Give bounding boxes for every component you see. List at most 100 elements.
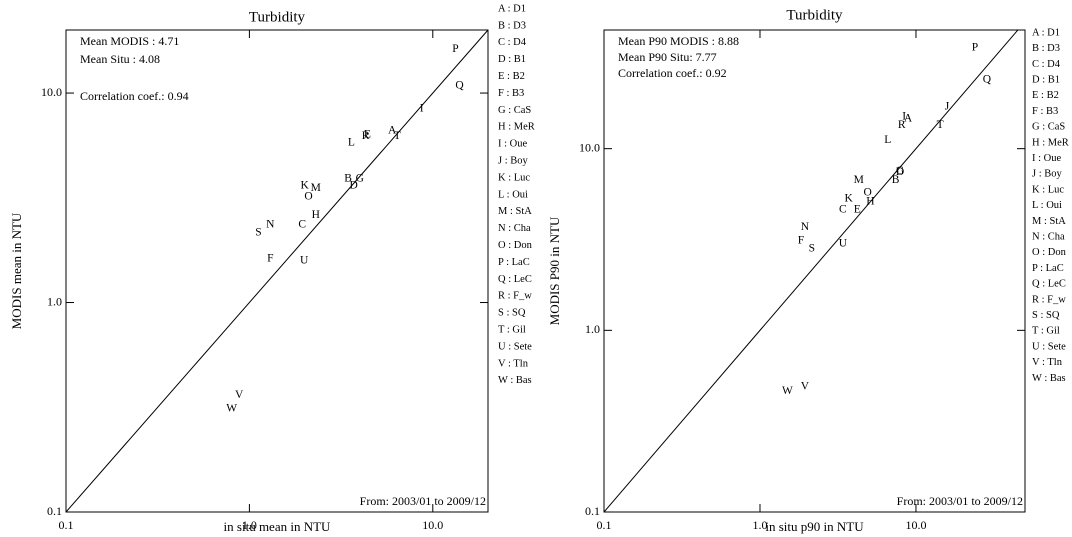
point: I <box>420 103 424 115</box>
one-to-one-line <box>603 29 1019 513</box>
legend-entry: L : Oui <box>1032 200 1062 211</box>
point: S <box>809 243 815 255</box>
legend-entry: F : B3 <box>498 88 524 99</box>
point: P <box>972 41 978 53</box>
one-to-one-line <box>65 29 489 513</box>
legend-entry: K : Luc <box>1032 184 1064 195</box>
annotation: Correlation coef.: 0.94 <box>80 89 189 103</box>
point: I <box>902 110 906 122</box>
annotation: Correlation coef.: 0.92 <box>618 66 727 80</box>
legend-entry: A : D1 <box>498 3 526 14</box>
point: L <box>348 136 355 148</box>
legend-entry: S : SQ <box>498 308 526 319</box>
point: O <box>863 187 871 199</box>
legend-entry: U : Sete <box>1032 341 1066 352</box>
legend-entry: I : Oue <box>498 139 527 150</box>
x-tick-label: 1.0 <box>242 518 257 532</box>
point: C <box>839 204 847 216</box>
point: H <box>866 195 874 207</box>
point: M <box>854 174 864 186</box>
plot-frame <box>65 29 489 513</box>
chart-title: Turbidity <box>786 7 843 23</box>
point: A <box>904 112 913 124</box>
point: N <box>801 221 810 233</box>
x-tick-label: 0.1 <box>597 518 612 532</box>
legend-entry: V : Tln <box>498 358 529 369</box>
legend-entry: I : Oue <box>1032 153 1061 164</box>
x-axis-label: in situ mean in NTU <box>224 519 331 534</box>
legend-entry: C : D4 <box>498 37 527 48</box>
legend-entry: Q : LeC <box>1032 279 1066 290</box>
y-tick-label: 1.0 <box>585 322 600 336</box>
point: J <box>945 100 950 112</box>
legend-entry: G : CaS <box>1032 122 1065 133</box>
annotation: Mean MODIS : 4.71 <box>80 34 179 48</box>
point: L <box>884 134 891 146</box>
legend-entry: A : D1 <box>1032 27 1060 38</box>
point: W <box>226 403 237 415</box>
annotation: Mean P90 Situ: 7.77 <box>618 50 717 64</box>
legend-entry: T : Gil <box>498 325 526 336</box>
legend-entry: P : LaC <box>1032 263 1064 274</box>
point: S <box>255 227 261 239</box>
x-tick-label: 0.1 <box>59 518 74 532</box>
annotation: Mean P90 MODIS : 8.88 <box>618 34 739 48</box>
point: T <box>394 130 401 142</box>
legend-entry: E : B2 <box>498 71 525 82</box>
legend-entry: F : B3 <box>1032 106 1058 117</box>
point: V <box>235 389 244 401</box>
y-tick-label: 1.0 <box>47 294 62 308</box>
point: D <box>349 180 357 192</box>
point: R <box>362 130 370 142</box>
legend-entry: V : Tln <box>1032 357 1063 368</box>
legend-entry: G : CaS <box>498 105 531 116</box>
legend-entry: D : B1 <box>498 54 526 65</box>
y-tick-label: 0.1 <box>47 504 62 518</box>
point: F <box>798 235 804 247</box>
point: G <box>896 165 904 177</box>
point: H <box>312 209 320 221</box>
point: F <box>267 252 273 264</box>
y-tick-label: 0.1 <box>585 504 600 518</box>
legend-entry: T : Gil <box>1032 326 1060 337</box>
x-axis-label: in situ p90 in NTU <box>765 519 864 534</box>
point: B <box>892 174 900 186</box>
x-tick-label: 1.0 <box>752 518 767 532</box>
x-tick-label: 10.0 <box>422 518 443 532</box>
legend-entry: Q : LeC <box>498 274 532 285</box>
legend-entry: D : B1 <box>1032 75 1060 86</box>
point: A <box>388 124 397 136</box>
point: K <box>844 192 853 204</box>
y-axis-label: MODIS P90 in NTU <box>547 216 562 325</box>
legend-entry: B : D3 <box>1032 43 1060 54</box>
y-tick-label: 10.0 <box>41 85 62 99</box>
point: Q <box>983 74 992 86</box>
point: O <box>304 190 312 202</box>
plot-frame <box>603 29 1026 513</box>
legend-entry: P : LaC <box>498 257 530 268</box>
point: E <box>854 204 861 216</box>
point: D <box>896 166 904 178</box>
legend-entry: O : Don <box>498 240 533 251</box>
legend-entry: M : StA <box>498 206 532 217</box>
legend-entry: J : Boy <box>498 156 529 167</box>
legend-entry: N : Cha <box>498 223 531 234</box>
legend-entry: M : StA <box>1032 216 1066 227</box>
footnote: From: 2003/01 to 2009/12 <box>897 494 1023 508</box>
point: P <box>452 43 458 55</box>
legend-entry: H : MeR <box>498 122 535 133</box>
footnote: From: 2003/01 to 2009/12 <box>360 494 486 508</box>
legend-entry: B : D3 <box>498 20 526 31</box>
legend-entry: U : Sete <box>498 341 532 352</box>
legend-entry: N : Cha <box>1032 232 1065 243</box>
point: C <box>298 218 306 230</box>
legend-entry: R : F_w <box>1032 294 1066 305</box>
legend-entry: K : Luc <box>498 172 530 183</box>
legend-entry: L : Oui <box>498 189 528 200</box>
y-tick-label: 10.0 <box>579 140 600 154</box>
legend-entry: S : SQ <box>1032 310 1060 321</box>
point: W <box>782 385 793 397</box>
legend-entry: W : Bas <box>498 375 532 386</box>
point: V <box>801 380 810 392</box>
